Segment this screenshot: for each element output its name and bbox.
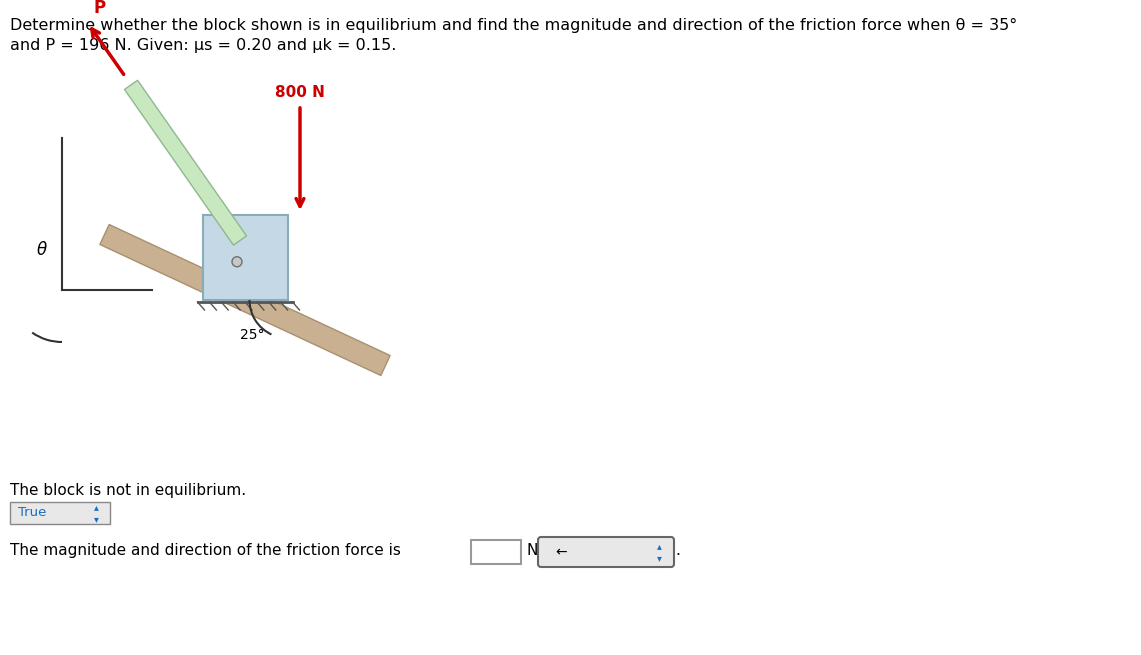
Text: 25°: 25° (241, 328, 265, 342)
Text: True: True (18, 506, 47, 519)
Text: and P = 196 N. Given: μs = 0.20 and μk = 0.15.: and P = 196 N. Given: μs = 0.20 and μk =… (10, 38, 396, 53)
Text: The block is not in equilibrium.: The block is not in equilibrium. (10, 483, 246, 498)
Text: ▴
▾: ▴ ▾ (94, 502, 98, 524)
Text: .: . (675, 543, 680, 558)
Text: N: N (526, 543, 537, 558)
Polygon shape (124, 81, 246, 245)
Text: ←: ← (555, 545, 567, 559)
Text: The magnitude and direction of the friction force is: The magnitude and direction of the frict… (10, 543, 400, 558)
Text: P: P (94, 0, 105, 18)
Text: θ: θ (37, 241, 47, 259)
Bar (471, 540, 521, 564)
Circle shape (232, 257, 242, 267)
Text: 800 N: 800 N (275, 85, 325, 100)
Polygon shape (100, 225, 390, 375)
Text: Determine whether the block shown is in equilibrium and find the magnitude and d: Determine whether the block shown is in … (10, 18, 1018, 33)
Bar (10, 502, 110, 524)
FancyBboxPatch shape (539, 537, 674, 567)
Text: ▴
▾: ▴ ▾ (656, 541, 662, 563)
Bar (202, 215, 288, 300)
